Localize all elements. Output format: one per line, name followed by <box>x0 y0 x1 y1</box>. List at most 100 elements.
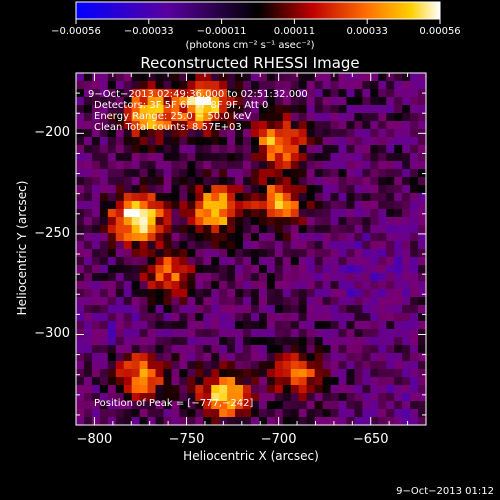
heatmap-cell <box>298 137 308 146</box>
heatmap-cell <box>266 289 276 298</box>
heatmap-cell <box>107 105 117 114</box>
heatmap-cell <box>274 193 284 202</box>
heatmap-cell <box>235 169 244 178</box>
heatmap-cell <box>258 73 268 82</box>
heatmap-cell <box>346 137 356 146</box>
heatmap-cell <box>386 177 395 186</box>
heatmap-cell <box>338 297 348 306</box>
heatmap-cell <box>219 265 228 274</box>
heatmap-cell <box>107 121 117 130</box>
heatmap-cell <box>155 369 165 378</box>
heatmap-cell <box>179 297 188 306</box>
heatmap-cell <box>314 273 324 282</box>
heatmap-cell <box>362 281 371 290</box>
heatmap-cell <box>115 105 125 114</box>
heatmap-cell <box>298 337 308 346</box>
heatmap-cell <box>227 257 236 266</box>
heatmap-cell <box>227 73 236 82</box>
heatmap-cell <box>123 225 133 234</box>
heatmap-cell <box>402 193 411 202</box>
heatmap-cell <box>251 89 260 98</box>
heatmap-cell <box>139 185 149 194</box>
heatmap-cell <box>282 257 292 266</box>
heatmap-cell <box>227 97 236 106</box>
heatmap-cell <box>211 305 220 314</box>
heatmap-cell <box>76 185 85 194</box>
heatmap-cell <box>290 145 300 154</box>
heatmap-cell <box>394 385 403 394</box>
heatmap-cell <box>243 329 252 338</box>
heatmap-cell <box>179 377 188 386</box>
heatmap-cell <box>195 185 204 194</box>
heatmap-cell <box>235 97 244 106</box>
heatmap-cell <box>139 169 149 178</box>
heatmap-cell <box>91 241 101 250</box>
heatmap-cell <box>306 169 316 178</box>
heatmap-cell <box>235 377 244 386</box>
heatmap-cell <box>402 241 411 250</box>
heatmap-cell <box>123 393 133 402</box>
heatmap-cell <box>235 81 244 90</box>
heatmap-cell <box>386 409 395 418</box>
heatmap-cell <box>370 169 379 178</box>
heatmap-cell <box>290 121 300 130</box>
heatmap-cell <box>418 409 427 418</box>
heatmap-cell <box>402 177 411 186</box>
heatmap-cell <box>402 377 411 386</box>
heatmap-cell <box>386 113 395 122</box>
heatmap-cell <box>370 401 379 410</box>
heatmap-cell <box>410 297 419 306</box>
heatmap-cell <box>251 249 260 258</box>
heatmap-cell <box>274 377 284 386</box>
heatmap-cell <box>243 233 252 242</box>
heatmap-cell <box>354 297 363 306</box>
heatmap-cell <box>418 97 427 106</box>
heatmap-cell <box>378 129 387 138</box>
heatmap-cell <box>402 137 411 146</box>
heatmap-cell <box>354 329 363 338</box>
heatmap-cell <box>402 145 411 154</box>
heatmap-cell <box>282 313 292 322</box>
heatmap-cell <box>386 249 395 258</box>
heatmap-cell <box>155 289 165 298</box>
heatmap-cell <box>354 249 363 258</box>
heatmap-cell <box>195 113 204 122</box>
heatmap-cell <box>322 81 332 90</box>
x-tick-label: −750 <box>168 432 205 447</box>
heatmap-cell <box>410 225 419 234</box>
heatmap-cell <box>179 89 188 98</box>
heatmap-cell <box>211 329 220 338</box>
heatmap-cell <box>282 177 292 186</box>
heatmap-cell <box>306 409 316 418</box>
heatmap-cell <box>139 81 149 90</box>
heatmap-cell <box>139 89 149 98</box>
heatmap-cell <box>306 417 316 426</box>
heatmap-cell <box>362 289 371 298</box>
heatmap-cell <box>211 257 220 266</box>
heatmap-cell <box>139 393 149 402</box>
heatmap-cell <box>163 97 173 106</box>
heatmap-cell <box>227 321 236 330</box>
heatmap-cell <box>179 369 188 378</box>
heatmap-cell <box>370 161 379 170</box>
heatmap-cell <box>298 361 308 370</box>
heatmap-cell <box>195 81 204 90</box>
heatmap-cell <box>346 393 356 402</box>
heatmap-cell <box>107 281 117 290</box>
heatmap-cell <box>243 137 252 146</box>
heatmap-cell <box>195 401 204 410</box>
heatmap-cell <box>147 73 157 82</box>
heatmap-cell <box>370 321 379 330</box>
heatmap-cell <box>83 409 93 418</box>
heatmap-cell <box>195 353 204 362</box>
heatmap-cell <box>115 241 125 250</box>
heatmap-cell <box>115 385 125 394</box>
heatmap-cell <box>362 409 371 418</box>
heatmap-cell <box>243 305 252 314</box>
heatmap-cell <box>258 89 268 98</box>
heatmap-cell <box>195 305 204 314</box>
heatmap-cell <box>282 145 292 154</box>
heatmap-cell <box>163 401 173 410</box>
heatmap-cell <box>179 113 188 122</box>
heatmap-cell <box>219 129 228 138</box>
